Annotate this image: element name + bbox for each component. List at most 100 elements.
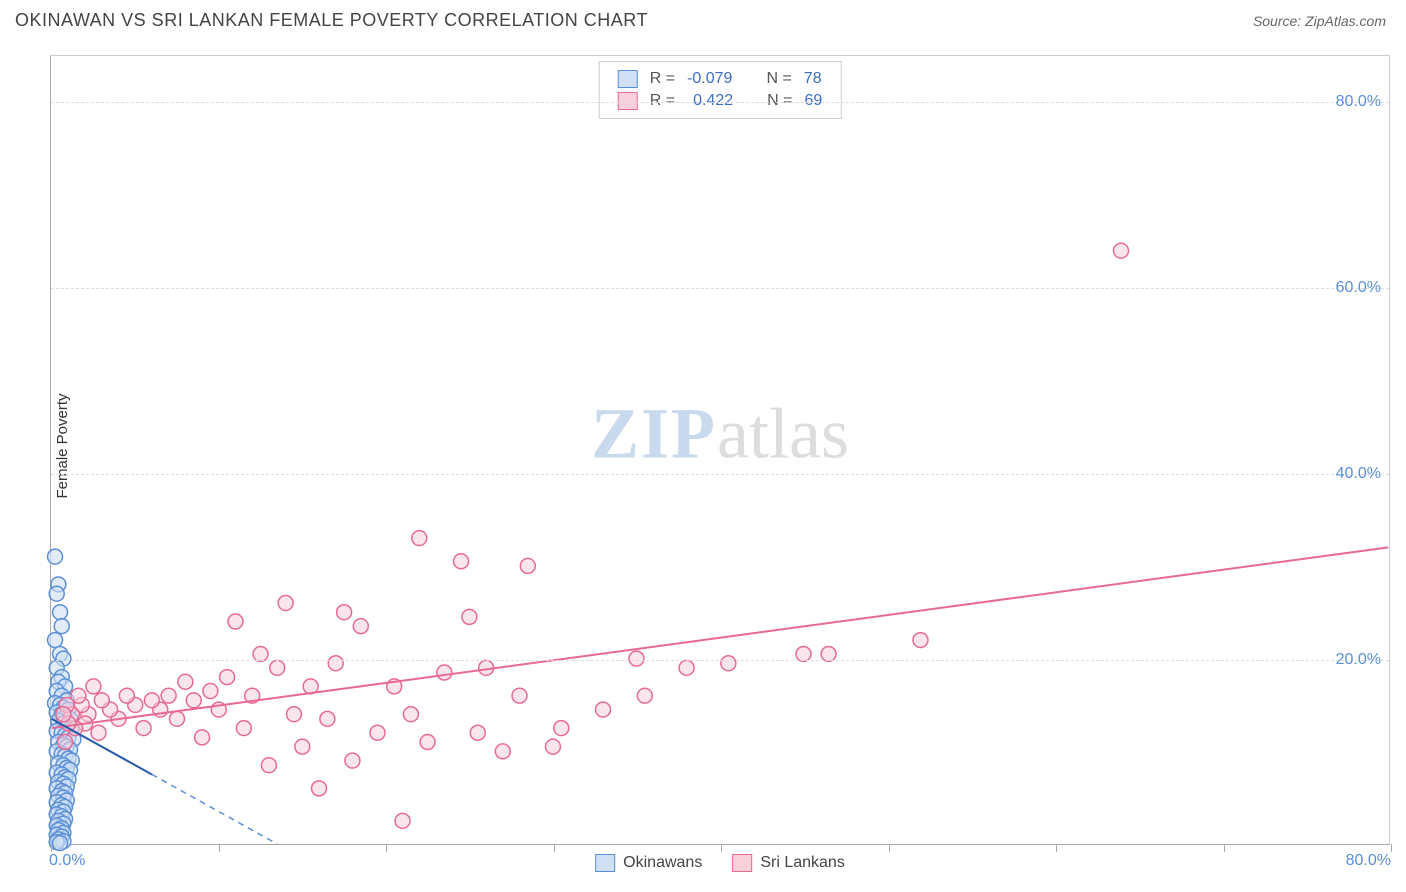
- source-label: Source: ZipAtlas.com: [1253, 13, 1386, 29]
- data-point: [261, 758, 276, 773]
- legend-label-srilankans: Sri Lankans: [760, 854, 845, 872]
- n-value-srilankans: 69: [804, 92, 822, 110]
- data-point: [136, 721, 151, 736]
- trend-line: [152, 774, 277, 844]
- x-far-label: 80.0%: [1346, 852, 1391, 870]
- n-value-okinawans: 78: [804, 70, 822, 88]
- data-point: [470, 725, 485, 740]
- data-point: [236, 721, 251, 736]
- data-point: [86, 679, 101, 694]
- data-point: [545, 739, 560, 754]
- data-point: [345, 753, 360, 768]
- data-point: [913, 633, 928, 648]
- x-tick: [889, 844, 890, 852]
- data-point: [94, 693, 109, 708]
- data-point: [220, 670, 235, 685]
- data-point: [454, 554, 469, 569]
- y-tick-label: 60.0%: [1336, 279, 1381, 297]
- legend-item-okinawans: Okinawans: [595, 854, 702, 872]
- data-point: [170, 711, 185, 726]
- swatch-okinawans: [618, 70, 638, 88]
- legend-label-okinawans: Okinawans: [623, 854, 702, 872]
- stats-legend: R = -0.079 N = 78 R = 0.422 N = 69: [599, 61, 842, 119]
- r-prefix: R =: [650, 92, 675, 110]
- stats-row-srilankans: R = 0.422 N = 69: [618, 90, 823, 112]
- swatch-srilankans: [618, 92, 638, 110]
- x-tick: [1224, 844, 1225, 852]
- data-point: [53, 605, 68, 620]
- r-value-srilankans: 0.422: [693, 92, 733, 110]
- data-point: [337, 605, 352, 620]
- stats-row-okinawans: R = -0.079 N = 78: [618, 68, 823, 90]
- data-point: [1114, 243, 1129, 258]
- data-point: [353, 619, 368, 634]
- data-point: [395, 813, 410, 828]
- data-point: [119, 688, 134, 703]
- y-tick-label: 80.0%: [1336, 93, 1381, 111]
- data-point: [462, 609, 477, 624]
- chart-header: OKINAWAN VS SRI LANKAN FEMALE POVERTY CO…: [0, 0, 1406, 36]
- data-point: [320, 711, 335, 726]
- gridline-h: [51, 660, 1389, 661]
- gridline-h: [51, 474, 1389, 475]
- n-prefix: N =: [767, 92, 792, 110]
- data-point: [637, 688, 652, 703]
- data-point: [412, 531, 427, 546]
- data-point: [186, 693, 201, 708]
- data-point: [91, 725, 106, 740]
- x-tick: [1056, 844, 1057, 852]
- data-point: [495, 744, 510, 759]
- data-point: [161, 688, 176, 703]
- trend-line: [52, 547, 1389, 728]
- x-origin-label: 0.0%: [49, 852, 85, 870]
- r-prefix: R =: [650, 70, 675, 88]
- data-point: [144, 693, 159, 708]
- data-point: [203, 684, 218, 699]
- data-point: [554, 721, 569, 736]
- data-point: [228, 614, 243, 629]
- gridline-h: [51, 288, 1389, 289]
- chart-plot-area: ZIPatlas R = -0.079 N = 78 R = 0.422 N =…: [50, 55, 1390, 845]
- r-value-okinawans: -0.079: [687, 70, 732, 88]
- data-point: [328, 656, 343, 671]
- series-legend: Okinawans Sri Lankans: [595, 854, 845, 872]
- data-point: [370, 725, 385, 740]
- legend-item-srilankans: Sri Lankans: [732, 854, 845, 872]
- data-point: [295, 739, 310, 754]
- data-point: [54, 619, 69, 634]
- x-tick: [721, 844, 722, 852]
- data-point: [53, 836, 68, 851]
- x-tick: [219, 844, 220, 852]
- x-tick: [1391, 844, 1392, 852]
- y-tick-label: 40.0%: [1336, 465, 1381, 483]
- x-tick: [51, 844, 52, 852]
- data-point: [195, 730, 210, 745]
- data-point: [403, 707, 418, 722]
- data-point: [312, 781, 327, 796]
- data-point: [520, 558, 535, 573]
- data-point: [721, 656, 736, 671]
- x-tick: [386, 844, 387, 852]
- x-tick: [554, 844, 555, 852]
- data-point: [56, 707, 71, 722]
- data-point: [420, 735, 435, 750]
- swatch-okinawans: [595, 854, 615, 872]
- data-point: [58, 735, 73, 750]
- data-point: [437, 665, 452, 680]
- data-point: [286, 707, 301, 722]
- data-point: [48, 549, 63, 564]
- y-tick-label: 20.0%: [1336, 651, 1381, 669]
- data-point: [512, 688, 527, 703]
- data-point: [270, 660, 285, 675]
- n-prefix: N =: [766, 70, 791, 88]
- data-point: [679, 660, 694, 675]
- data-point: [629, 651, 644, 666]
- swatch-srilankans: [732, 854, 752, 872]
- data-point: [49, 586, 64, 601]
- scatter-svg: [51, 56, 1389, 844]
- chart-title: OKINAWAN VS SRI LANKAN FEMALE POVERTY CO…: [15, 10, 648, 31]
- gridline-h: [51, 102, 1389, 103]
- data-point: [48, 633, 63, 648]
- data-point: [596, 702, 611, 717]
- data-point: [278, 595, 293, 610]
